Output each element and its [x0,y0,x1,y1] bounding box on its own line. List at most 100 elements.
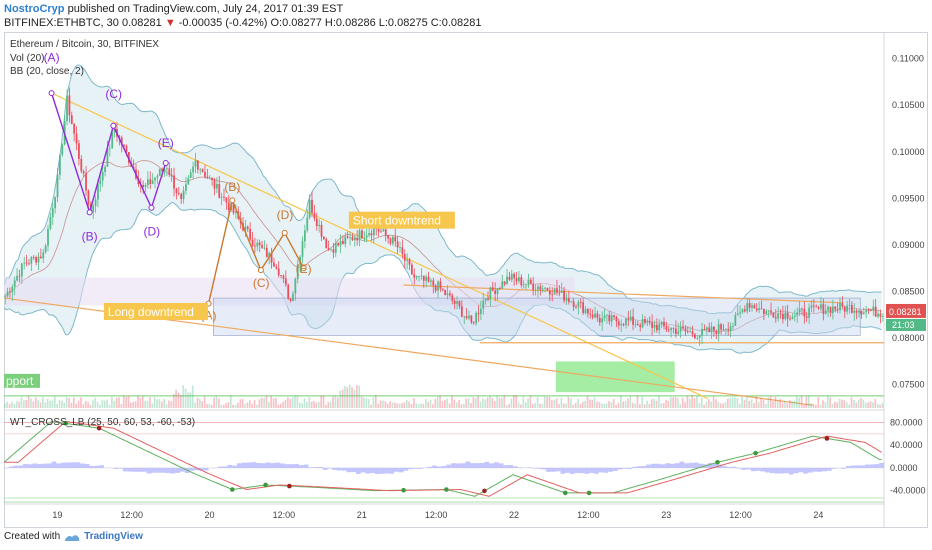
candle-body [13,280,16,287]
candle-body [422,275,425,281]
candle-body [556,288,558,293]
candle-body [810,305,813,308]
wave-label-A: (A) [44,50,60,64]
candle-body [732,325,734,327]
tradingview-link[interactable]: TradingView [84,531,143,542]
volume-bar [548,396,551,408]
candle-body [506,276,508,285]
volume-bar [398,403,401,408]
osc-histogram-bar [803,467,808,474]
candle-body [44,245,47,253]
candle-body [567,298,570,302]
volume-bar [51,400,54,408]
volume-bar [579,403,582,408]
candle-body [101,172,104,181]
candle-body [636,324,639,326]
range-box-upper [4,277,575,306]
volume-bar [15,400,18,408]
wave2-point [257,267,264,274]
candle-body [786,312,789,319]
volume-bar [61,400,63,408]
candle-body [603,315,606,319]
osc-histogram-bar [503,465,509,468]
volume-bar [467,398,470,408]
volume-bar [498,397,501,408]
osc-histogram-bar [746,467,751,470]
volume-bar [622,401,625,408]
volume-bar [268,401,270,408]
volume-bar [372,397,375,408]
chart-canvas[interactable]: pport(A)(B)(C)(D)(E)(A)(B)(C)(D)(E)Short… [4,32,928,528]
cross-dot [824,436,830,441]
volume-bar [653,398,655,408]
volume-bar [539,403,541,408]
osc-histogram-bar [498,463,504,468]
volume-bar [175,389,177,408]
candle-body [384,229,387,236]
volume-bar [229,395,232,408]
volume-bar [353,390,356,408]
volume-bar [465,398,468,408]
volume-bar [367,399,370,408]
range-box-lower [212,297,861,336]
volume-bar [788,400,791,408]
candle-body [705,327,708,331]
candle-body [475,312,477,324]
volume-bar [731,397,734,408]
bb-legend[interactable]: BB (20, close, 2) [10,66,84,77]
candle-body [401,247,404,255]
candle-body [23,262,26,264]
candle-body [715,330,718,334]
volume-bar [356,384,358,408]
volume-bar [510,398,513,408]
candle-body [323,236,325,240]
candle-body [51,208,54,218]
candle-body [879,313,882,317]
candle-body [644,319,646,323]
osc-histogram-bar [232,465,238,468]
osc-histogram-bar [460,463,466,468]
volume-bar [403,402,406,408]
osc-histogram-bar [332,467,337,470]
candle-body [256,242,259,247]
oscillator-legend[interactable]: WT_CROSS_LB (25, 50, 60, 53, -60, -53) [10,417,196,428]
volume-bar [334,395,337,408]
volume-bar [596,401,598,408]
candle-body [677,331,680,334]
candle-body [87,190,90,205]
author-link[interactable]: NostroCryp [4,3,65,15]
osc-histogram-bar [541,467,547,470]
volume-bar [108,404,111,408]
volume-bar [222,404,225,408]
wave-label-C: (C) [105,87,122,101]
candle-body [812,305,815,307]
volume-bar [532,404,534,408]
candle-body [539,286,542,290]
candle-body [215,183,218,189]
candle-body [591,314,594,318]
osc-histogram-bar [669,463,675,468]
candle-body [796,312,799,316]
volume-bar [77,400,80,408]
volume-bar [482,398,484,408]
candle-body [779,313,782,315]
candle-body [463,316,466,318]
volume-bar [779,398,782,408]
volume-bar [617,402,620,408]
osc-tick: 80.0000 [890,418,923,428]
volume-bar [593,397,596,408]
volume-legend[interactable]: Vol (20) [10,53,45,64]
candle-body [548,290,551,295]
volume-bar [172,394,175,408]
candle-body [349,237,351,238]
volume-bar [703,404,705,408]
volume-bar [715,399,717,408]
bollinger-lower-line [4,201,882,354]
candle-body [839,302,841,311]
volume-bar [862,399,865,408]
price-tick: 0.10000 [892,147,925,157]
candle-body [584,309,587,314]
volume-bar [253,400,256,408]
candle-body [658,324,661,331]
osc-histogram-bar [251,462,257,468]
